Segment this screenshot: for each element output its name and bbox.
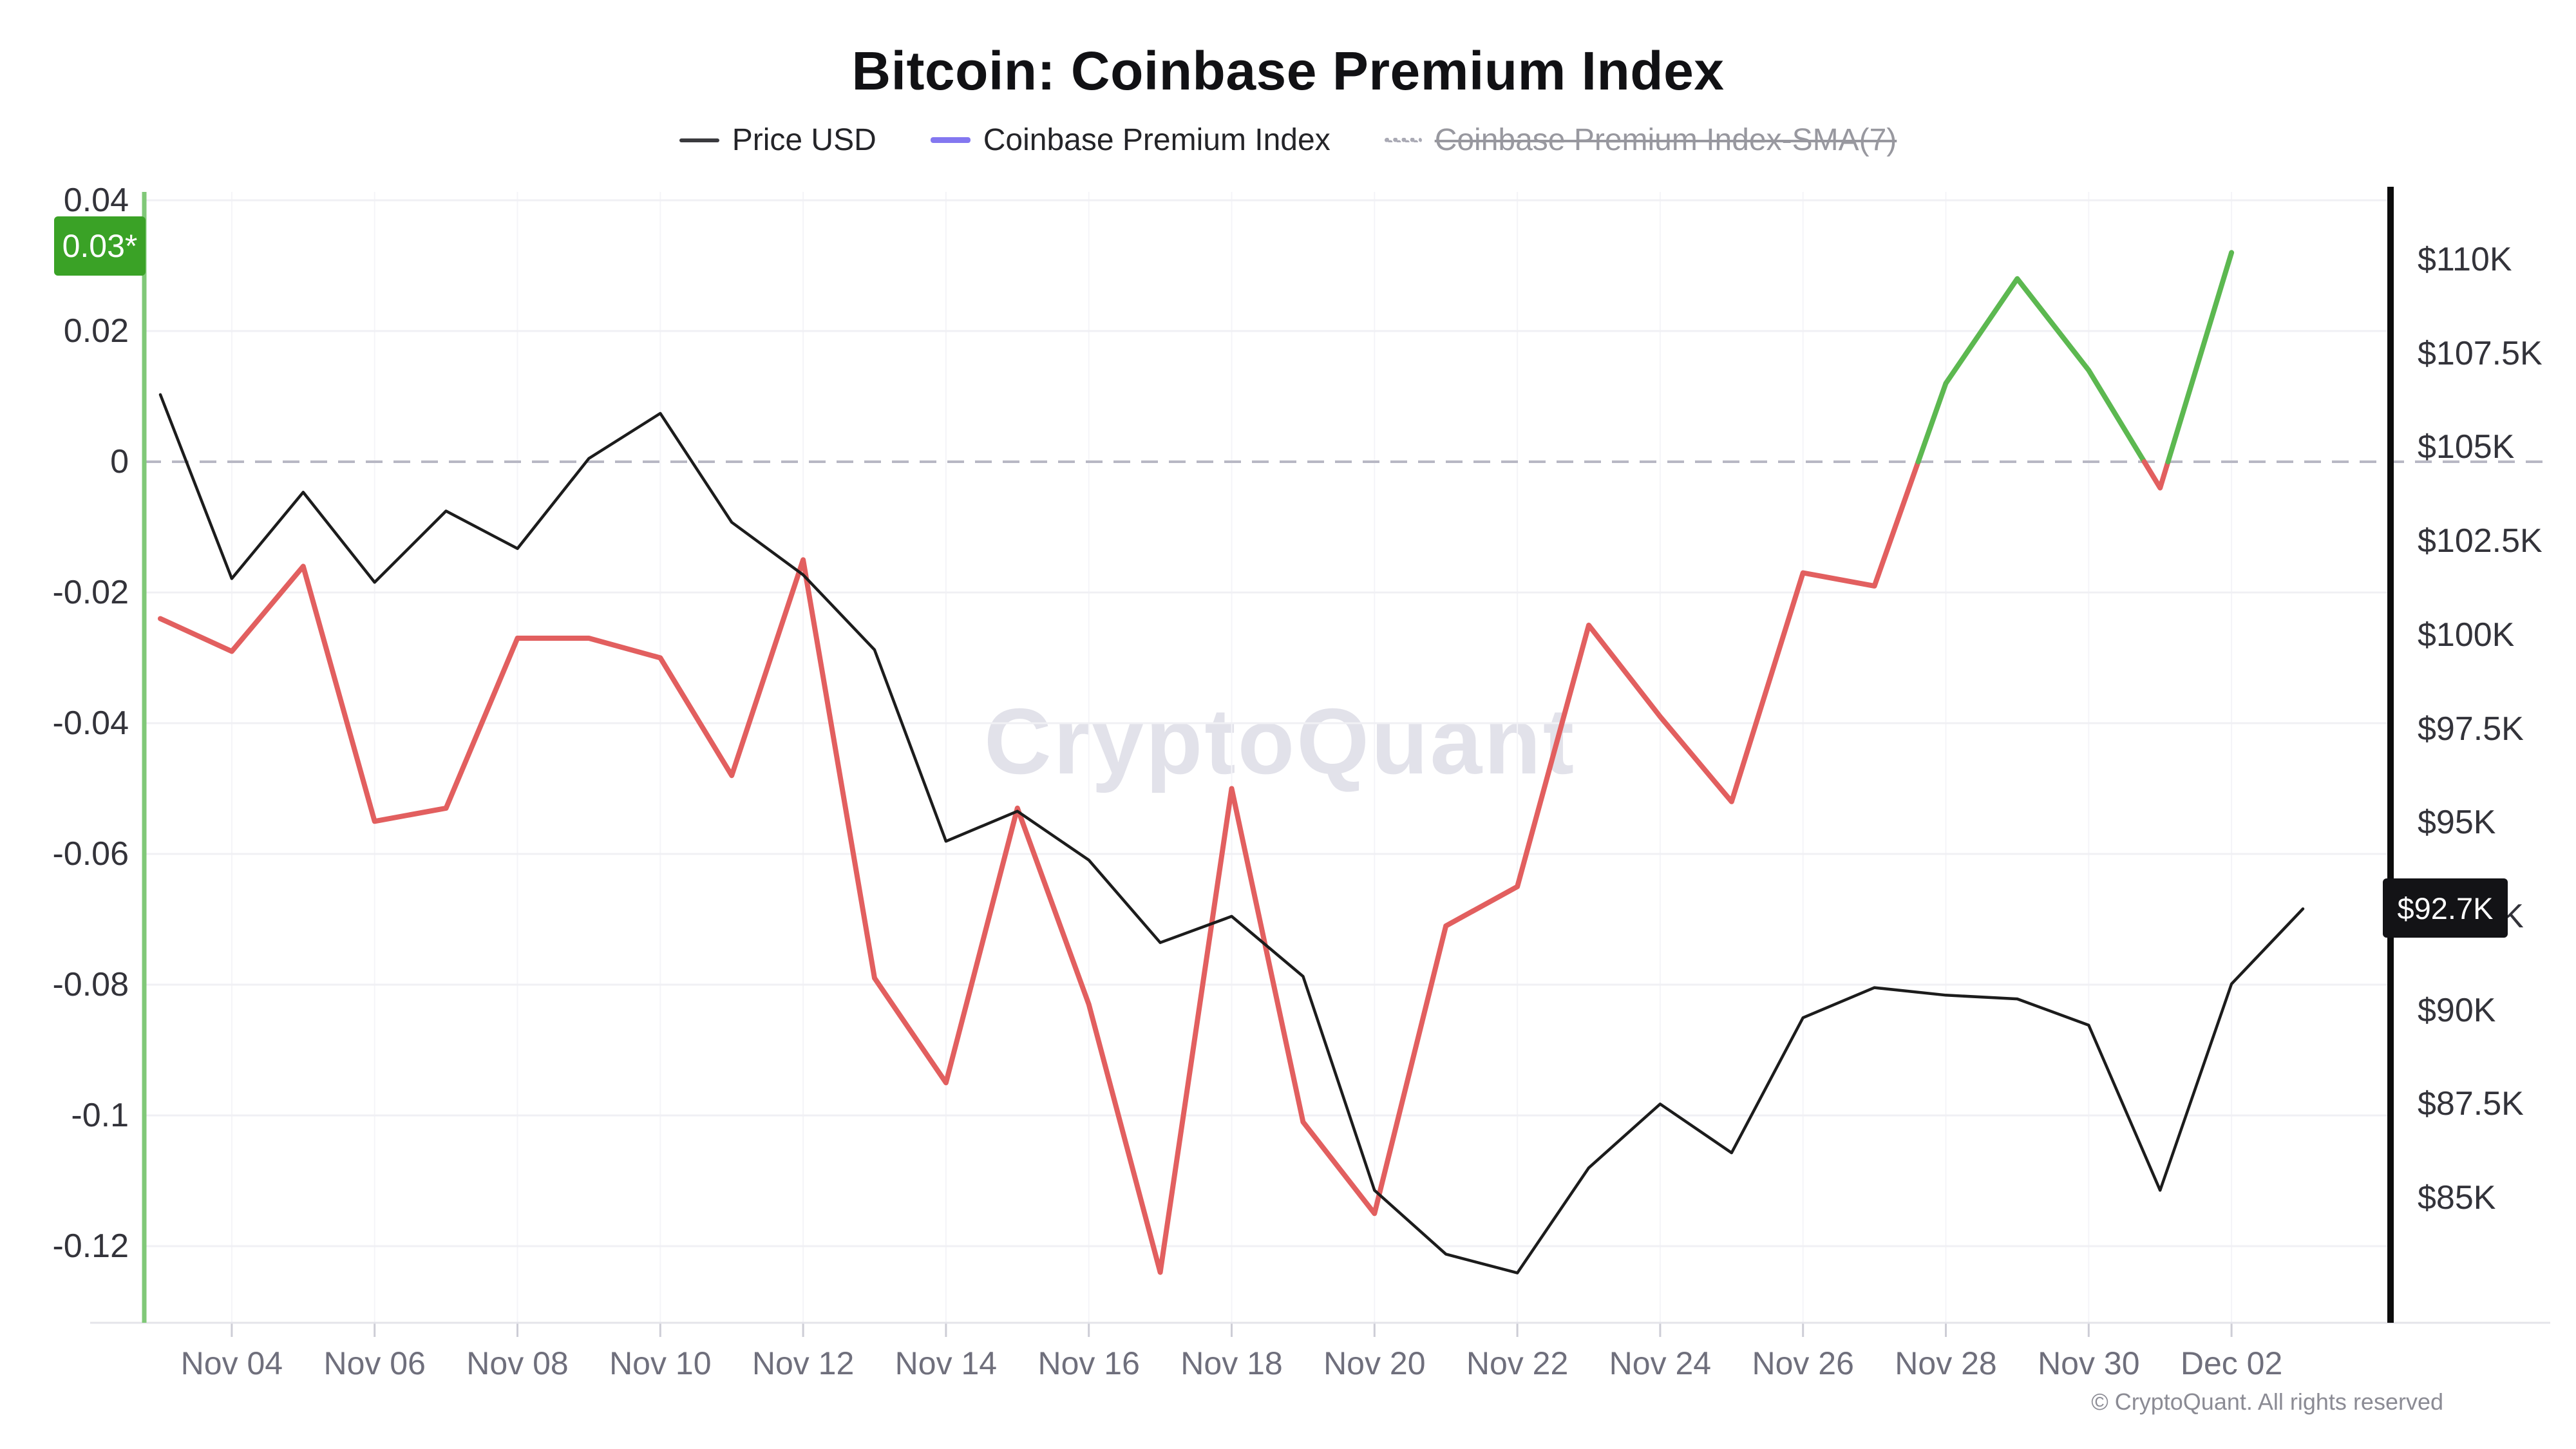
legend-sma-label: Coinbase Premium Index-SMA(7) <box>1434 123 1897 157</box>
left-axis-tick-label: -0.04 <box>52 705 129 742</box>
right-axis-tick-label: $95K <box>2418 804 2496 842</box>
x-axis-tick-label: Nov 20 <box>1323 1345 1426 1381</box>
right-axis-tick-label: $110K <box>2418 241 2512 278</box>
legend-item-premium[interactable]: Coinbase Premium Index <box>930 122 1331 158</box>
left-axis-tick-label: 0.04 <box>63 182 129 219</box>
price-line <box>158 393 2305 1274</box>
premium-current-badge: 0.03* <box>54 216 146 276</box>
premium-line-swatch-icon <box>930 137 971 143</box>
chart-title: Bitcoin: Coinbase Premium Index <box>851 41 1725 101</box>
x-axis-tick-label: Nov 14 <box>895 1345 998 1381</box>
x-axis-tick-label: Nov 08 <box>466 1345 569 1381</box>
x-axis-tick-label: Nov 06 <box>323 1345 426 1381</box>
x-axis-tick-label: Nov 18 <box>1180 1345 1283 1381</box>
x-axis-tick-label: Nov 30 <box>2038 1345 2140 1381</box>
right-axis-tick-label: $87.5K <box>2418 1085 2524 1123</box>
price-current-badge: $92.7K <box>2383 878 2508 938</box>
legend-premium-label: Coinbase Premium Index <box>983 123 1331 157</box>
premium-line-segment <box>2165 250 2235 464</box>
premium-line-segment <box>1915 276 2147 464</box>
left-axis-tick-label: 0 <box>110 443 129 480</box>
left-axis-tick-label: -0.08 <box>52 966 129 1003</box>
right-axis-tick-label: $85K <box>2418 1179 2496 1217</box>
premium-line-segment <box>2141 459 2171 491</box>
left-axis-tick-label: 0.02 <box>63 312 129 350</box>
left-axis-tick-label: -0.12 <box>52 1227 129 1265</box>
legend: Price USD Coinbase Premium Index Coinbas… <box>0 122 2576 158</box>
legend-price-label: Price USD <box>732 123 876 157</box>
left-axis-tick-label: -0.06 <box>52 835 129 873</box>
cryptoquant-watermark: CryptoQuant <box>984 689 1577 793</box>
x-axis-tick-label: Nov 16 <box>1037 1345 1140 1381</box>
x-axis-tick-label: Nov 24 <box>1609 1345 1712 1381</box>
x-axis-tick-label: Nov 10 <box>609 1345 712 1381</box>
x-axis-tick-label: Nov 04 <box>180 1345 283 1381</box>
right-axis-tick-label: $102.5K <box>2418 522 2543 560</box>
copyright-footer: © CryptoQuant. All rights reserved <box>2091 1388 2443 1415</box>
x-axis-tick-label: Nov 26 <box>1752 1345 1854 1381</box>
right-axis-tick-label: $107.5K <box>2418 334 2543 372</box>
premium-line-segment <box>158 459 1921 1275</box>
x-axis-tick-label: Dec 02 <box>2180 1345 2283 1381</box>
price-line-swatch-icon <box>679 138 719 142</box>
x-axis-tick-label: Nov 22 <box>1466 1345 1569 1381</box>
legend-item-sma[interactable]: Coinbase Premium Index-SMA(7) <box>1384 122 1897 158</box>
x-axis-tick-label: Nov 12 <box>752 1345 855 1381</box>
left-axis-tick-label: -0.02 <box>52 574 129 611</box>
left-axis-tick-label: -0.1 <box>71 1097 129 1134</box>
right-axis-tick-label: $90K <box>2418 991 2496 1029</box>
sma-line-swatch-icon <box>1384 138 1422 142</box>
right-axis-tick-label: $100K <box>2418 616 2515 654</box>
x-axis-tick-label: Nov 28 <box>1895 1345 1997 1381</box>
right-axis-tick-label: $97.5K <box>2418 710 2524 748</box>
legend-item-price[interactable]: Price USD <box>679 122 876 158</box>
right-axis-tick-label: $105K <box>2418 428 2515 466</box>
